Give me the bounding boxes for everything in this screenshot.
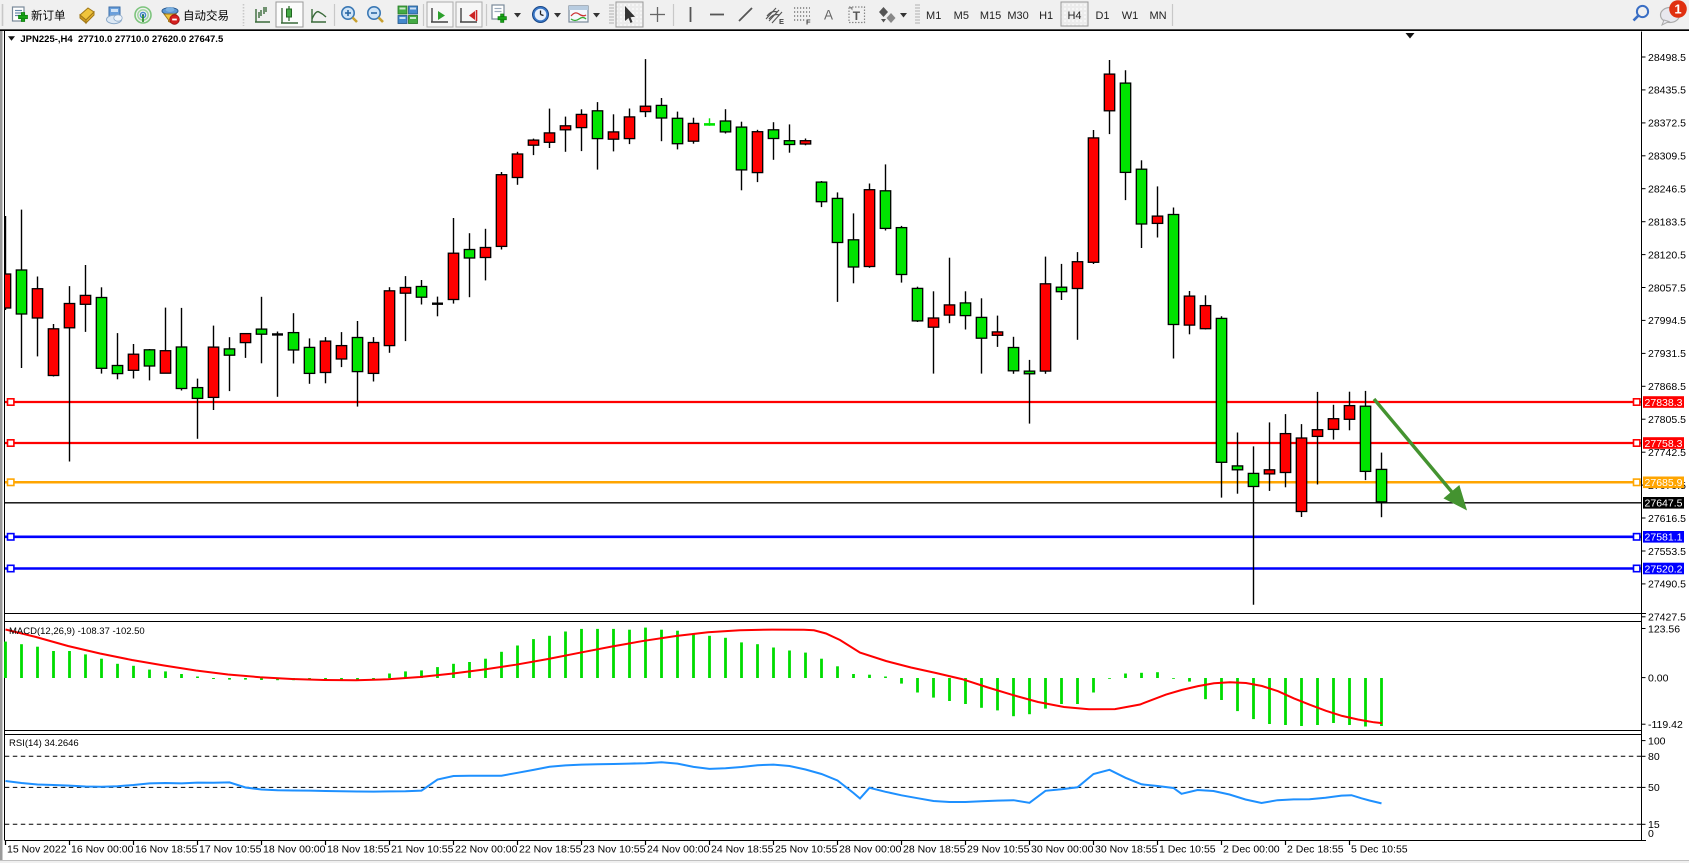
svg-text:H1: H1	[1039, 10, 1053, 22]
svg-text:自动交易: 自动交易	[183, 9, 229, 23]
svg-text:27742.5: 27742.5	[1648, 447, 1686, 459]
svg-text:27805.5: 27805.5	[1648, 414, 1686, 426]
svg-text:28372.5: 28372.5	[1648, 118, 1686, 130]
svg-text:100: 100	[1648, 735, 1666, 747]
svg-text:2 Dec 18:55: 2 Dec 18:55	[1287, 844, 1344, 856]
svg-text:2 Dec 00:00: 2 Dec 00:00	[1223, 844, 1280, 856]
svg-text:22 Nov 00:00: 22 Nov 00:00	[455, 844, 518, 856]
svg-text:F: F	[806, 18, 811, 27]
svg-text:27685.9: 27685.9	[1645, 477, 1683, 489]
svg-text:27490.5: 27490.5	[1648, 579, 1686, 591]
svg-text:28435.5: 28435.5	[1648, 85, 1686, 97]
svg-text:27553.5: 27553.5	[1648, 546, 1686, 558]
svg-text:27838.3: 27838.3	[1645, 397, 1683, 409]
svg-text:W1: W1	[1122, 10, 1139, 22]
svg-text:M1: M1	[926, 10, 941, 22]
svg-text:16 Nov 00:00: 16 Nov 00:00	[71, 844, 134, 856]
svg-text:A: A	[824, 8, 833, 23]
svg-text:28309.5: 28309.5	[1648, 151, 1686, 163]
svg-text:27427.5: 27427.5	[1648, 612, 1686, 624]
svg-text:24 Nov 00:00: 24 Nov 00:00	[647, 844, 710, 856]
svg-text:23 Nov 10:55: 23 Nov 10:55	[583, 844, 646, 856]
svg-text:JPN225-,H4 27710.0 27710.0 27: JPN225-,H4 27710.0 27710.0 27620.0 27647…	[20, 34, 224, 45]
svg-text:28 Nov 00:00: 28 Nov 00:00	[839, 844, 902, 856]
svg-text:28183.5: 28183.5	[1648, 217, 1686, 229]
svg-text:1 Dec 10:55: 1 Dec 10:55	[1159, 844, 1216, 856]
svg-text:80: 80	[1648, 751, 1660, 763]
svg-text:0.00: 0.00	[1648, 672, 1669, 684]
svg-text:18 Nov 18:55: 18 Nov 18:55	[327, 844, 390, 856]
svg-text:17 Nov 10:55: 17 Nov 10:55	[199, 844, 262, 856]
svg-text:28057.5: 28057.5	[1648, 282, 1686, 294]
svg-text:MN: MN	[1149, 10, 1166, 22]
svg-text:27994.5: 27994.5	[1648, 315, 1686, 327]
svg-text:28246.5: 28246.5	[1648, 184, 1686, 196]
svg-text:27931.5: 27931.5	[1648, 348, 1686, 360]
svg-text:5 Dec 10:55: 5 Dec 10:55	[1351, 844, 1408, 856]
svg-text:H4: H4	[1067, 10, 1081, 22]
svg-text:27616.5: 27616.5	[1648, 513, 1686, 525]
svg-text:0: 0	[1648, 828, 1654, 840]
svg-text:30 Nov 00:00: 30 Nov 00:00	[1031, 844, 1094, 856]
svg-text:M5: M5	[954, 10, 969, 22]
svg-text:T: T	[853, 9, 861, 23]
svg-text:1: 1	[1674, 2, 1681, 17]
svg-text:27868.5: 27868.5	[1648, 381, 1686, 393]
svg-text:25 Nov 10:55: 25 Nov 10:55	[775, 844, 838, 856]
svg-text:30 Nov 18:55: 30 Nov 18:55	[1095, 844, 1158, 856]
svg-text:M15: M15	[980, 10, 1001, 22]
svg-text:27758.3: 27758.3	[1645, 438, 1683, 450]
svg-text:-119.42: -119.42	[1648, 719, 1683, 731]
svg-text:27581.1: 27581.1	[1645, 532, 1683, 544]
svg-text:MACD(12,26,9) -108.37 -102.50: MACD(12,26,9) -108.37 -102.50	[9, 626, 145, 637]
svg-text:D1: D1	[1095, 10, 1109, 22]
svg-text:E: E	[779, 17, 784, 26]
svg-text:RSI(14) 34.2646: RSI(14) 34.2646	[9, 738, 79, 749]
svg-text:16 Nov 18:55: 16 Nov 18:55	[135, 844, 198, 856]
svg-text:18 Nov 00:00: 18 Nov 00:00	[263, 844, 326, 856]
svg-text:27520.2: 27520.2	[1645, 563, 1683, 575]
svg-text:15: 15	[1648, 819, 1660, 831]
svg-text:22 Nov 18:55: 22 Nov 18:55	[519, 844, 582, 856]
svg-text:123.56: 123.56	[1648, 623, 1680, 635]
svg-text:新订单: 新订单	[31, 9, 66, 23]
svg-text:15 Nov 2022: 15 Nov 2022	[7, 844, 67, 856]
svg-text:29 Nov 10:55: 29 Nov 10:55	[967, 844, 1030, 856]
svg-text:28498.5: 28498.5	[1648, 52, 1686, 64]
svg-text:21 Nov 10:55: 21 Nov 10:55	[391, 844, 454, 856]
svg-text:M30: M30	[1007, 10, 1028, 22]
svg-text:28120.5: 28120.5	[1648, 249, 1686, 261]
svg-text:50: 50	[1648, 782, 1660, 794]
svg-text:24 Nov 18:55: 24 Nov 18:55	[711, 844, 774, 856]
svg-text:27647.5: 27647.5	[1645, 498, 1683, 510]
svg-text:28 Nov 18:55: 28 Nov 18:55	[903, 844, 966, 856]
